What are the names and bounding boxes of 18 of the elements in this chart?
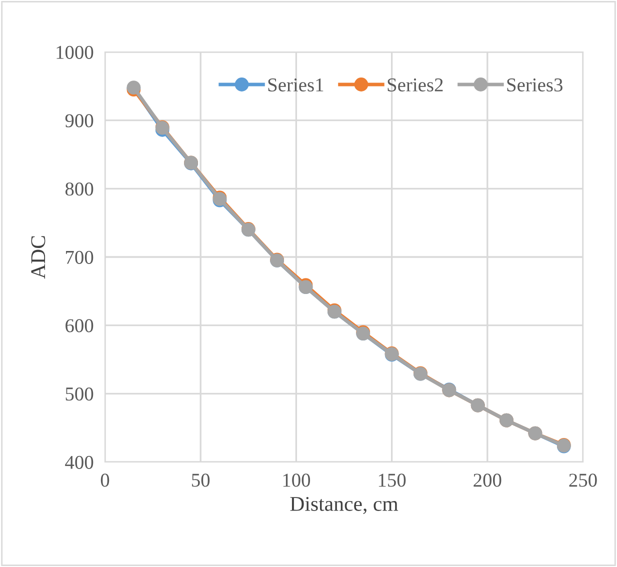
x-tick-label: 250 [569,474,597,487]
legend-label: Series3 [507,78,562,92]
legend-label: Series2 [388,78,443,92]
x-tick-label: 100 [283,474,310,487]
y-tick-label: 600 [66,319,94,332]
x-axis-title: Distance, cm [290,496,398,514]
y-tick-label: 700 [66,250,94,264]
y-axis-title: ADC [31,236,46,279]
x-tick-label: 50 [192,474,210,487]
x-tick-label: 0 [100,474,110,487]
y-tick-label: 1000 [56,46,94,59]
y-tick-label: 400 [65,456,94,469]
legend-label: Series1 [268,78,324,92]
x-tick-label: 150 [378,474,406,487]
y-tick-label: 900 [65,114,94,128]
y-tick-label: 500 [66,387,94,401]
x-tick-label: 200 [474,474,502,487]
y-tick-label: 800 [65,182,94,196]
